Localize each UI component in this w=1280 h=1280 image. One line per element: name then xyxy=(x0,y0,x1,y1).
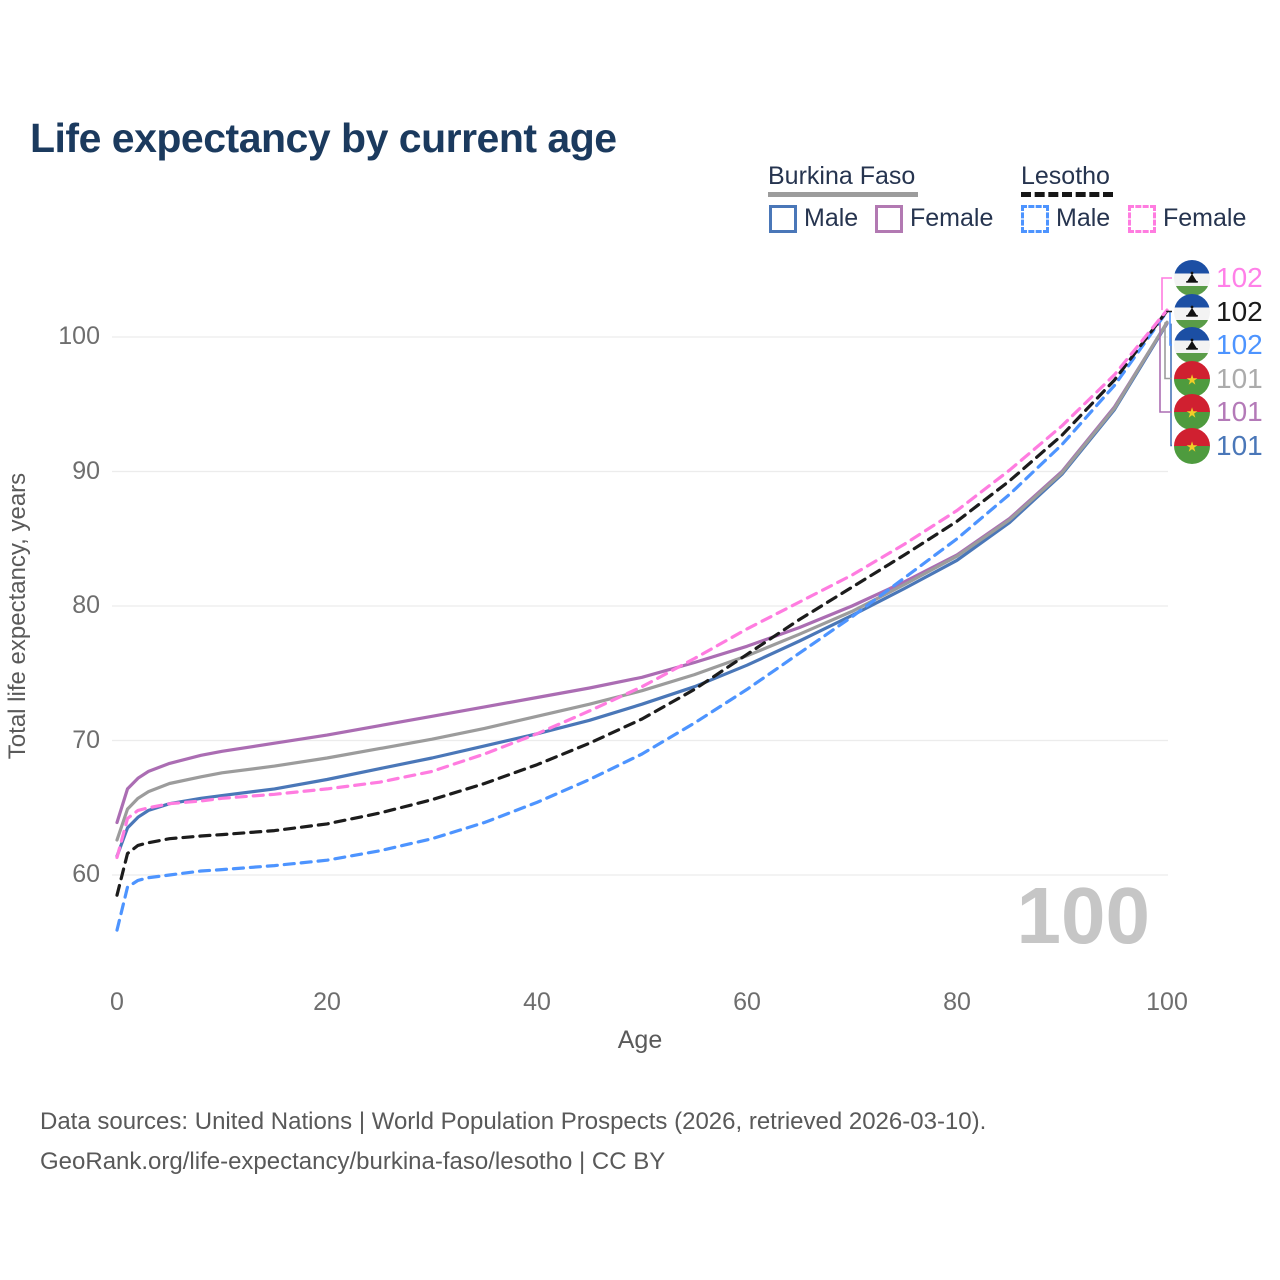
y-tick-label: 70 xyxy=(72,725,100,754)
legend-label-lesotho-male: Male xyxy=(1056,204,1111,232)
attribution-text: GeoRank.org/life-expectancy/burkina-faso… xyxy=(40,1148,666,1175)
end-value-label: 102 xyxy=(1216,329,1263,360)
y-tick-label: 90 xyxy=(72,456,100,485)
legend-underline-burkina-faso xyxy=(768,192,918,197)
burkina-faso-flag-icon: ★ xyxy=(1174,360,1210,397)
legend-country-lesotho: Lesotho xyxy=(1021,162,1110,190)
burkina-faso-flag: ★ xyxy=(1174,427,1210,464)
svg-text:★: ★ xyxy=(1186,438,1199,454)
end-value-label: 101 xyxy=(1216,362,1263,394)
legend-country-burkina-faso: Burkina Faso xyxy=(768,162,916,190)
end-label-burkina-faso-male: ★ 101 xyxy=(1174,427,1263,464)
end-label-lesotho-male: 102 xyxy=(1174,327,1263,363)
x-axis-title: Age xyxy=(617,1026,663,1054)
series-line-burkina-faso-male xyxy=(115,322,1169,858)
end-label-burkina-faso-female: ★ 101 xyxy=(1174,394,1263,430)
legend-item-burkina-faso-female[interactable]: Female xyxy=(875,204,993,233)
x-tick-label: 40 xyxy=(523,988,551,1016)
x-tick-label: 100 xyxy=(1146,988,1188,1016)
end-value-label: 101 xyxy=(1216,396,1263,427)
lesotho-flag xyxy=(1174,327,1210,363)
series-line-lesotho-female xyxy=(115,308,1169,860)
page-title: Life expectancy by current age xyxy=(30,115,617,162)
legend-underline-lesotho xyxy=(1021,192,1113,197)
end-value-label: 102 xyxy=(1216,295,1263,327)
lesotho-flag-icon xyxy=(1174,293,1210,330)
end-label-connector xyxy=(1164,322,1172,380)
burkina-faso-flag: ★ xyxy=(1174,394,1210,430)
burkina-faso-flag-icon: ★ xyxy=(1174,427,1210,464)
lesotho-flag-icon xyxy=(1174,327,1210,363)
series-line-lesotho-total xyxy=(115,309,1169,897)
legend-swatch-burkina-faso-female xyxy=(875,204,903,233)
end-label-lesotho-female: 102 xyxy=(1174,260,1263,296)
legend-item-lesotho-male[interactable]: Male xyxy=(1021,204,1110,233)
lesotho-flag xyxy=(1174,260,1210,296)
lesotho-flag-icon xyxy=(1174,260,1210,296)
svg-text:★: ★ xyxy=(1186,405,1199,421)
legend-label-lesotho-female: Female xyxy=(1163,204,1247,232)
end-label-burkina-faso-total: ★ 101 xyxy=(1174,360,1263,397)
y-tick-label: 60 xyxy=(72,860,100,888)
legend-swatch-lesotho-male xyxy=(1021,204,1049,233)
end-label-connector xyxy=(1159,322,1172,413)
svg-text:★: ★ xyxy=(1186,371,1199,387)
end-label-connector xyxy=(1170,323,1172,447)
legend-swatch-burkina-faso-male xyxy=(769,204,797,233)
data-source-text: Data sources: United Nations | World Pop… xyxy=(40,1108,987,1135)
legend-label-burkina-faso-female: Female xyxy=(910,204,994,232)
end-label-connector xyxy=(1166,310,1172,313)
end-label-connector xyxy=(1169,311,1172,346)
burkina-faso-flag-icon: ★ xyxy=(1174,394,1210,430)
y-tick-label: 80 xyxy=(72,591,100,619)
legend-item-burkina-faso-male[interactable]: Male xyxy=(769,204,858,233)
end-label-connector xyxy=(1161,277,1172,311)
x-tick-label: 20 xyxy=(313,988,341,1016)
age-counter-watermark: 100 xyxy=(1016,871,1150,960)
series-line-lesotho-male xyxy=(115,309,1169,932)
series-line-burkina-faso-female xyxy=(115,321,1169,825)
legend-swatch-lesotho-female xyxy=(1128,204,1156,233)
end-value-label: 101 xyxy=(1216,429,1263,461)
x-tick-label: 60 xyxy=(733,988,761,1016)
x-tick-label: 0 xyxy=(110,988,124,1016)
burkina-faso-flag: ★ xyxy=(1174,360,1210,397)
legend-label-burkina-faso-male: Male xyxy=(804,204,859,232)
end-label-lesotho-total: 102 xyxy=(1174,293,1263,330)
x-tick-label: 80 xyxy=(943,988,971,1016)
lesotho-flag xyxy=(1174,293,1210,330)
end-value-label: 102 xyxy=(1216,262,1263,293)
y-tick-label: 100 xyxy=(58,322,100,350)
series-line-burkina-faso-total xyxy=(115,320,1169,842)
legend-item-lesotho-female[interactable]: Female xyxy=(1128,204,1246,233)
